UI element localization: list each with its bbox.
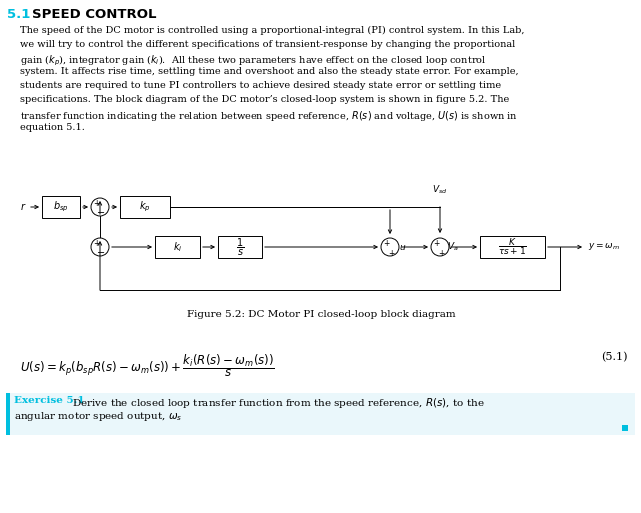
- Text: Figure 5.2: DC Motor PI closed-loop block diagram: Figure 5.2: DC Motor PI closed-loop bloc…: [187, 310, 455, 319]
- Text: system. It affects rise time, settling time and overshoot and also the steady st: system. It affects rise time, settling t…: [20, 67, 519, 76]
- Bar: [6, 393, 10, 435]
- Bar: [218, 236, 262, 258]
- Text: 5.1: 5.1: [7, 8, 30, 21]
- Bar: [42, 196, 80, 218]
- Bar: [120, 196, 170, 218]
- Text: Exercise 5.1: Exercise 5.1: [14, 396, 85, 405]
- Text: $U(s) = k_p(b_{sp}R(s) - \omega_m(s)) + \dfrac{k_i(R(s) - \omega_m(s))}{s}$: $U(s) = k_p(b_{sp}R(s) - \omega_m(s)) + …: [20, 352, 275, 379]
- Text: $V_{sd}$: $V_{sd}$: [432, 184, 448, 196]
- Text: $\dfrac{1}{s}$: $\dfrac{1}{s}$: [236, 236, 244, 258]
- Text: $r$: $r$: [20, 202, 26, 212]
- Circle shape: [431, 238, 449, 256]
- Text: equation 5.1.: equation 5.1.: [20, 123, 85, 132]
- Text: −: −: [97, 208, 105, 218]
- Text: +: +: [383, 240, 389, 248]
- Text: +: +: [93, 200, 99, 208]
- Circle shape: [91, 238, 109, 256]
- Text: we will try to control the different specifications of transient-response by cha: we will try to control the different spe…: [20, 40, 515, 49]
- Bar: [6, 393, 635, 435]
- Circle shape: [91, 198, 109, 216]
- Bar: [480, 236, 545, 258]
- Text: −: −: [97, 248, 105, 258]
- Text: +: +: [433, 240, 439, 248]
- Text: $k_p$: $k_p$: [139, 200, 151, 214]
- Text: $b_{sp}$: $b_{sp}$: [53, 200, 69, 214]
- Text: The speed of the DC motor is controlled using a proportional-integral (PI) contr: The speed of the DC motor is controlled …: [20, 26, 524, 35]
- Text: specifications. The block diagram of the DC motor’s closed-loop system is shown : specifications. The block diagram of the…: [20, 95, 509, 104]
- Text: gain ($k_p$), integrator gain ($k_i$).  All these two parameters have effect on : gain ($k_p$), integrator gain ($k_i$). A…: [20, 53, 487, 68]
- Bar: [622, 425, 628, 431]
- Text: $u$: $u$: [399, 243, 406, 251]
- Text: students are required to tune PI controllers to achieve desired steady state err: students are required to tune PI control…: [20, 81, 501, 90]
- Text: angular motor speed output, $\omega_s$: angular motor speed output, $\omega_s$: [14, 410, 183, 423]
- Text: +: +: [438, 248, 444, 258]
- Text: SPEED CONTROL: SPEED CONTROL: [32, 8, 156, 21]
- Text: $y = \omega_m$: $y = \omega_m$: [588, 242, 620, 252]
- Text: $\dfrac{K}{\tau s+1}$: $\dfrac{K}{\tau s+1}$: [498, 236, 527, 258]
- Text: +: +: [388, 248, 394, 258]
- Bar: [155, 236, 200, 258]
- Text: (5.1): (5.1): [601, 352, 628, 362]
- Circle shape: [381, 238, 399, 256]
- Text: $k_i$: $k_i$: [173, 240, 182, 254]
- Text: transfer function indicating the relation between speed reference, $R(s)$ and vo: transfer function indicating the relatio…: [20, 109, 518, 123]
- Text: $V_a$: $V_a$: [447, 241, 459, 253]
- Text: +: +: [93, 240, 99, 248]
- Text: Derive the closed loop transfer function from the speed reference, $R(s)$, to th: Derive the closed loop transfer function…: [72, 396, 485, 410]
